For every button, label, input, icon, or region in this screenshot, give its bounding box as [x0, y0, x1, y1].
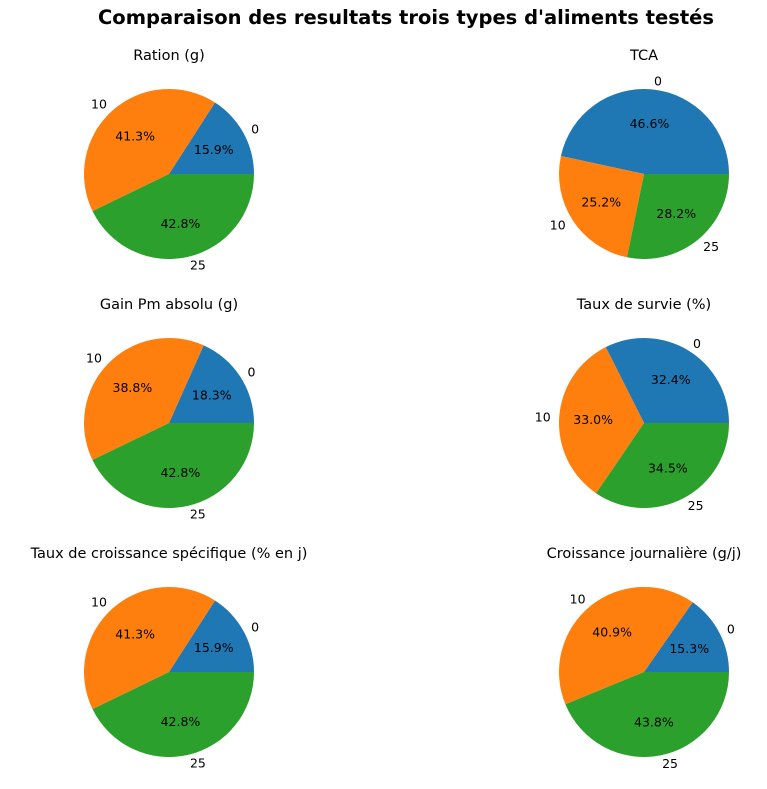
slice-percent-label: 46.6%: [630, 116, 670, 131]
slice-percent-label: 15.9%: [194, 640, 234, 655]
pie-slice-25: [92, 672, 254, 757]
pie-slice-10: [83, 337, 204, 460]
pie-title: Taux de survie (%): [576, 297, 711, 313]
pie-slice-10: [558, 586, 693, 705]
slice-label: 10: [535, 409, 551, 424]
pie-title: Croissance journalière (g/j): [547, 546, 742, 562]
slice-label: 0: [251, 122, 259, 137]
slice-label: 0: [693, 336, 701, 351]
pie-slice-0: [169, 102, 255, 174]
pie-chart: Ration (g) 0 15.9% 10 41.3% 25 42.8%: [84, 48, 259, 273]
slice-percent-label: 40.9%: [592, 625, 632, 640]
pie-slice-0: [169, 345, 254, 423]
pie-slice-0: [605, 337, 729, 423]
slice-percent-label: 25.2%: [581, 194, 621, 209]
slice-percent-label: 41.3%: [115, 128, 155, 143]
pie-chart: Taux de croissance spécifique (% en j) 0 1…: [30, 546, 308, 771]
slice-label: 25: [190, 507, 206, 522]
slice-percent-label: 28.2%: [656, 206, 696, 221]
pie-slice-25: [596, 423, 729, 509]
pie-slice-10: [558, 155, 644, 258]
slice-percent-label: 18.3%: [192, 388, 232, 403]
slice-percent-label: 34.5%: [648, 461, 688, 476]
slice-percent-label: 15.9%: [194, 142, 234, 157]
slice-label: 25: [688, 498, 704, 513]
slice-percent-label: 43.8%: [634, 715, 674, 730]
slice-label: 0: [654, 74, 662, 89]
pie-slice-25: [627, 174, 729, 260]
pie-title: Gain Pm absolu (g): [100, 297, 238, 313]
slice-percent-label: 42.8%: [161, 714, 201, 729]
pie-slice-0: [644, 602, 729, 672]
pie-slice-10: [84, 586, 215, 710]
slice-label: 10: [570, 592, 586, 607]
pie-slice-25: [565, 672, 729, 757]
slice-percent-label: 15.3%: [669, 641, 709, 656]
pie-chart: Taux de survie (%) 0 32.4% 10 33.0% 25 34.5%: [535, 297, 729, 513]
pie-title: TCA: [629, 48, 658, 64]
slice-label: 10: [91, 595, 107, 610]
pie-chart: Gain Pm absolu (g) 0 18.3% 10 38.8% 25 42.8%: [83, 297, 255, 522]
slice-label: 0: [727, 621, 735, 636]
pie-title: Ration (g): [133, 48, 205, 64]
slice-label: 10: [550, 218, 566, 233]
slice-percent-label: 32.4%: [651, 372, 691, 387]
slice-label: 0: [247, 365, 255, 380]
slice-percent-label: 41.3%: [115, 626, 155, 641]
slice-percent-label: 42.8%: [161, 465, 201, 480]
slice-label: 10: [86, 350, 102, 365]
slice-percent-label: 38.8%: [113, 380, 153, 395]
pie-slice-10: [84, 88, 215, 212]
slice-label: 25: [190, 258, 206, 273]
pie-slice-0: [169, 600, 255, 672]
pie-title: Taux de croissance spécifique (% en j): [30, 546, 308, 562]
slice-label: 10: [91, 97, 107, 112]
slice-label: 25: [662, 756, 678, 771]
figure-title: Comparaison des resultats trois types d'…: [97, 6, 714, 29]
slice-percent-label: 33.0%: [573, 412, 613, 427]
pie-slice-10: [558, 347, 644, 494]
pie-slice-25: [92, 174, 254, 259]
pie-slice-25: [92, 423, 254, 509]
pie-slice-0: [560, 88, 729, 174]
slice-label: 0: [251, 620, 259, 635]
pie-chart: Croissance journalière (g/j) 0 15.3% 10 40.9…: [547, 546, 742, 771]
pie-chart: TCA 0 46.6% 10 25.2% 25 28.2%: [550, 48, 729, 260]
slice-label: 25: [703, 239, 719, 254]
slice-label: 25: [190, 756, 206, 771]
slice-percent-label: 42.8%: [161, 216, 201, 231]
